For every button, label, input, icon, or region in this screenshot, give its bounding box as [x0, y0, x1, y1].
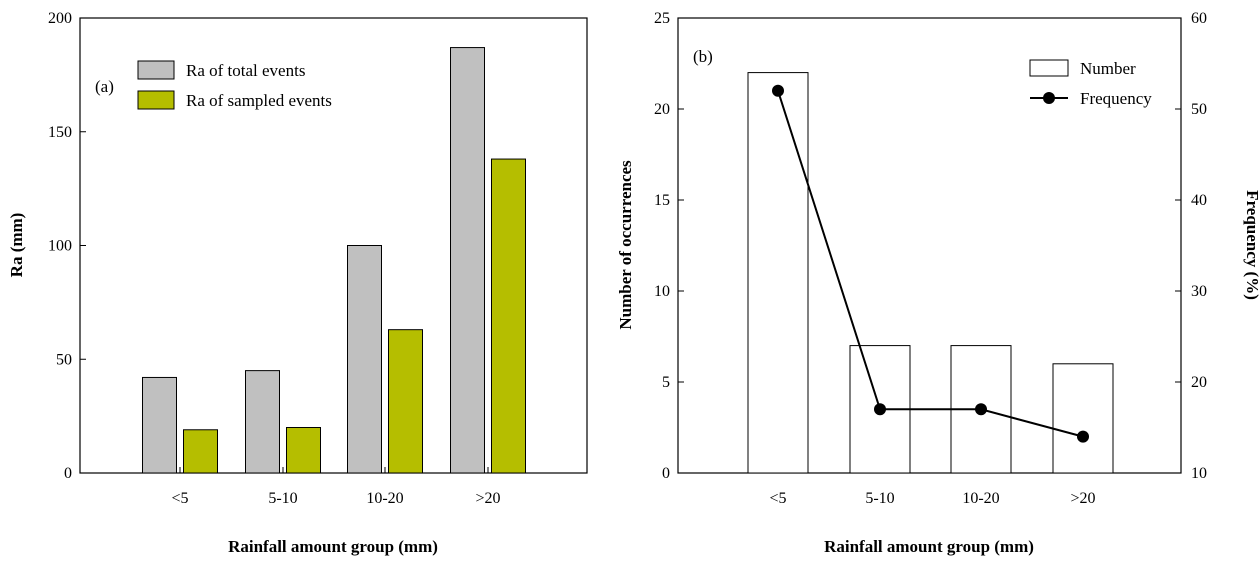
panel-a-y-tick-label: 200 — [48, 10, 72, 27]
bar-sampled-lt5 — [183, 429, 218, 474]
panel-a-x-tick-label: >20 — [475, 490, 500, 507]
bar-total-10-20 — [347, 245, 382, 474]
panel-a-x-tick-label: 10-20 — [366, 490, 403, 507]
panel-a: 0 50 100 150 200 <5 5-10 10-20 >20 (a) Rainfall… — [7, 10, 588, 556]
panel-a-x-axis-label: Rainfall amount group (mm) — [228, 537, 438, 556]
panel-b-y2-tick-label: 30 — [1191, 283, 1207, 300]
panel-b-y2-tick-label: 60 — [1191, 10, 1207, 27]
bar-sampled-10-20 — [388, 329, 423, 474]
panel-b-y-tick-label: 0 — [662, 465, 670, 482]
panel-a-y-tick-label: 50 — [56, 351, 72, 368]
frequency-line — [777, 90, 1084, 438]
bar-total-gt20 — [450, 47, 485, 474]
bar-sampled-5-10 — [286, 427, 321, 474]
panel-b-y2-tick-label: 50 — [1191, 101, 1207, 118]
panel-a-y-tick-label: 0 — [64, 465, 72, 482]
panel-b-y-tick-label: 10 — [654, 283, 670, 300]
panel-b-label: (b) — [693, 47, 713, 66]
panel-b-x-tick-label: 5-10 — [865, 490, 894, 507]
panel-b-y2-tick-label: 20 — [1191, 374, 1207, 391]
panel-b-y-tick-label: 5 — [662, 374, 670, 391]
panel-b-y-axis-label: Number of occurrences — [616, 160, 635, 330]
bar-sampled-gt20 — [491, 158, 526, 474]
panel-b-y-tick-label: 25 — [654, 10, 670, 27]
frequency-point-10-20 — [975, 403, 987, 416]
panel-b-x-tick-label: 10-20 — [962, 490, 999, 507]
panel-a-x-tick-label: 5-10 — [268, 490, 297, 507]
panel-a-y-tick-label: 100 — [48, 238, 72, 255]
panel-b-y2-tick-label: 40 — [1191, 192, 1207, 209]
panel-b-y-tick-label: 20 — [654, 101, 670, 118]
legend-swatch-sampled — [137, 90, 175, 110]
panel-a-legend: Ra of total events Ra of sampled events — [137, 60, 332, 110]
panel-b-frame — [677, 17, 1182, 474]
panel-b-y-tick-label: 15 — [654, 192, 670, 209]
bar-total-lt5 — [142, 376, 177, 474]
legend-label-frequency: Frequency — [1080, 89, 1152, 108]
panel-b-x-axis-label: Rainfall amount group (mm) — [824, 537, 1034, 556]
panel-b-x-tick-label: >20 — [1070, 490, 1095, 507]
legend-swatch-total — [137, 60, 175, 80]
legend-label-number: Number — [1080, 59, 1136, 78]
panel-b-y2-tick-label: 10 — [1191, 465, 1207, 482]
frequency-point-lt5 — [772, 84, 784, 97]
bar-total-5-10 — [245, 370, 280, 474]
bar-number-lt5 — [747, 72, 809, 474]
legend-marker-frequency — [1043, 92, 1055, 104]
frequency-point-gt20 — [1077, 430, 1089, 443]
panel-a-label: (a) — [95, 77, 114, 96]
bar-number-gt20 — [1052, 363, 1114, 474]
legend-swatch-number — [1029, 59, 1069, 77]
panel-a-y-axis-label: Ra (mm) — [7, 213, 26, 278]
panel-a-x-tick-label: <5 — [171, 490, 188, 507]
panel-b: 0 5 10 15 20 25 10 20 30 40 50 60 <5 5-10 10-20 >20 (… — [616, 10, 1260, 556]
panel-b-y2-axis-label: Frequency (%) — [1243, 190, 1260, 300]
frequency-point-5-10 — [874, 403, 886, 416]
legend-label-total: Ra of total events — [186, 61, 305, 80]
panel-b-x-tick-label: <5 — [769, 490, 786, 507]
legend-label-sampled: Ra of sampled events — [186, 91, 332, 110]
panel-a-y-tick-label: 150 — [48, 124, 72, 141]
panel-b-legend: Number Frequency — [1029, 59, 1152, 108]
